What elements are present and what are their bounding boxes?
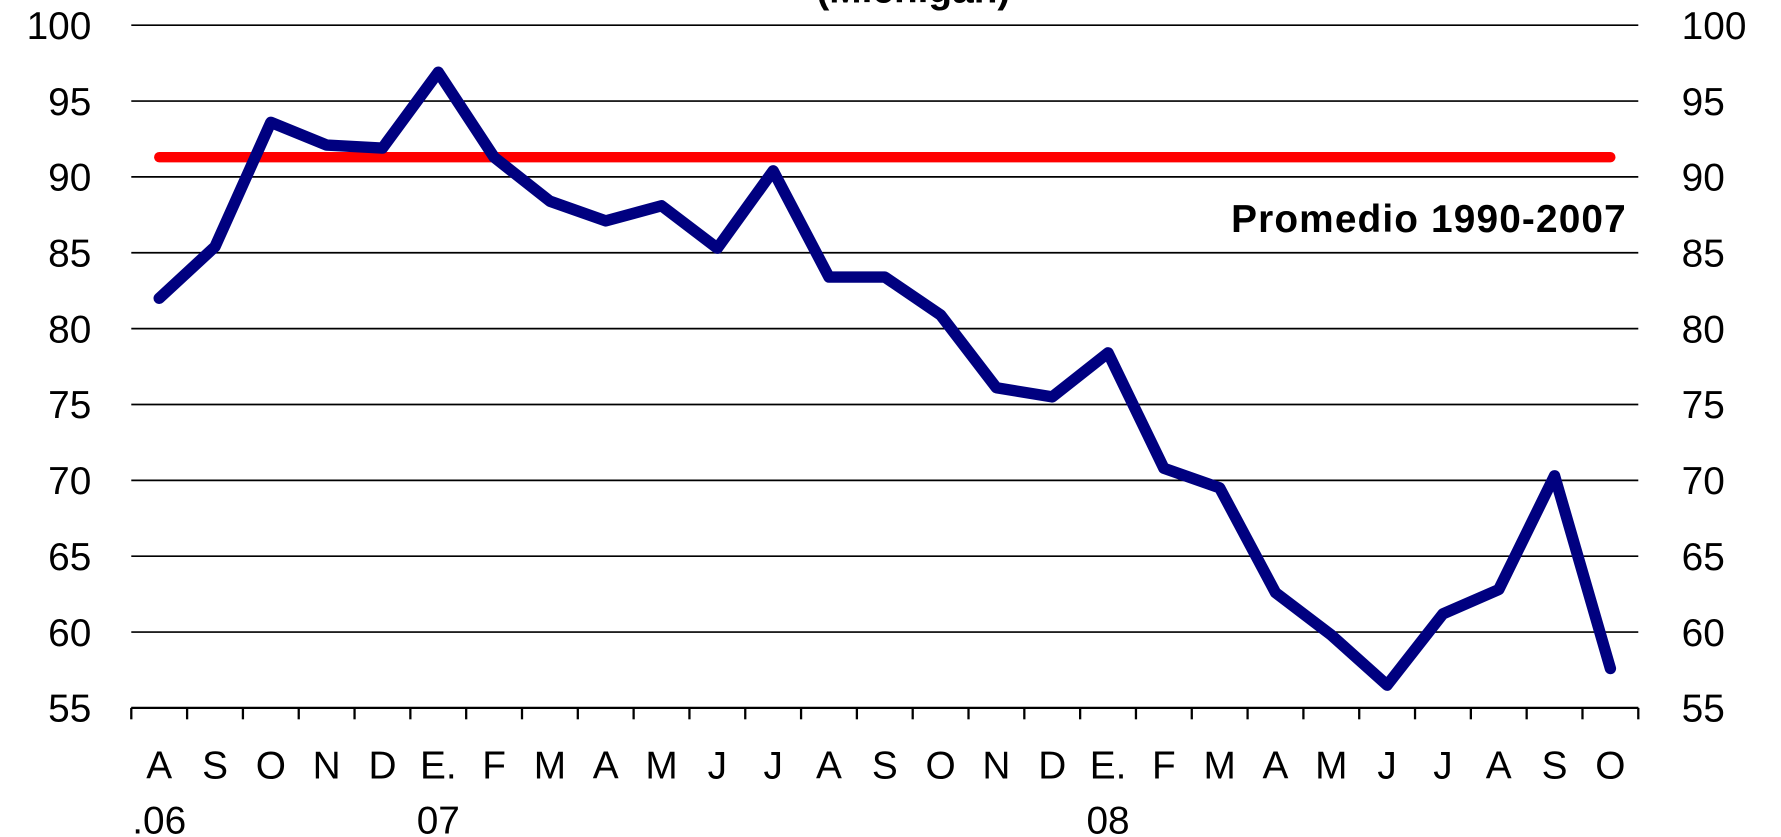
- y2-tick-label: 80: [1682, 308, 1725, 351]
- x-tick-label: M: [534, 745, 566, 788]
- y-tick-label: 90: [48, 157, 91, 200]
- y-tick-label: 85: [48, 232, 91, 275]
- x-tick-sublabel: .06: [132, 799, 186, 837]
- y-tick-label: 70: [48, 460, 91, 503]
- x-tick-label: D: [368, 745, 396, 788]
- x-tick-label: J: [1377, 745, 1396, 788]
- data-line: [153, 66, 1617, 691]
- x-tick-label: A: [1263, 745, 1289, 788]
- x-tick-label: S: [1542, 745, 1568, 788]
- y-tick-label: 55: [48, 688, 91, 731]
- x-tick-label: J: [763, 745, 782, 788]
- x-tick-label: F: [1152, 745, 1176, 788]
- x-tick-label: A: [1486, 745, 1512, 788]
- x-tick-label: E.: [420, 745, 457, 788]
- x-tick-label: A: [146, 745, 172, 788]
- y-tick-label: 100: [27, 5, 92, 48]
- reference-label: Promedio 1990-2007: [1231, 198, 1627, 241]
- x-tick-label: F: [482, 745, 506, 788]
- y2-tick-label: 70: [1682, 460, 1725, 503]
- x-tick-label: J: [1433, 745, 1452, 788]
- x-tick-label: S: [202, 745, 228, 788]
- y2-tick-label: 85: [1682, 232, 1725, 275]
- x-tick-label: S: [872, 745, 898, 788]
- y-tick-label: 95: [48, 81, 91, 124]
- x-tick-label: M: [1315, 745, 1347, 788]
- x-tick-label: O: [256, 745, 286, 788]
- y2-tick-label: 65: [1682, 536, 1725, 579]
- x-tick-label: N: [313, 745, 341, 788]
- y2-tick-label: 60: [1682, 612, 1725, 655]
- x-tick-label: O: [926, 745, 956, 788]
- y-tick-label: 65: [48, 536, 91, 579]
- x-tick-label: M: [1204, 745, 1236, 788]
- x-tick-label: O: [1595, 745, 1625, 788]
- x-tick-label: M: [645, 745, 677, 788]
- x-tick-label: N: [982, 745, 1010, 788]
- chart-title: (Michigan): [816, 0, 1010, 11]
- x-tick-label: E.: [1090, 745, 1127, 788]
- y-tick-label: 75: [48, 384, 91, 427]
- x-tick-sublabel: 08: [1086, 799, 1129, 837]
- x-tick-label: A: [816, 745, 842, 788]
- y-tick-label: 60: [48, 612, 91, 655]
- y2-tick-label: 75: [1682, 384, 1725, 427]
- y-tick-label: 80: [48, 308, 91, 351]
- y2-tick-label: 95: [1682, 81, 1725, 124]
- x-tick-label: A: [593, 745, 619, 788]
- x-tick-sublabel: 07: [417, 799, 460, 837]
- y2-tick-label: 90: [1682, 157, 1725, 200]
- x-tick-label: D: [1038, 745, 1066, 788]
- y2-tick-label: 55: [1682, 688, 1725, 731]
- x-tick-label: J: [708, 745, 727, 788]
- y2-tick-label: 100: [1682, 5, 1747, 48]
